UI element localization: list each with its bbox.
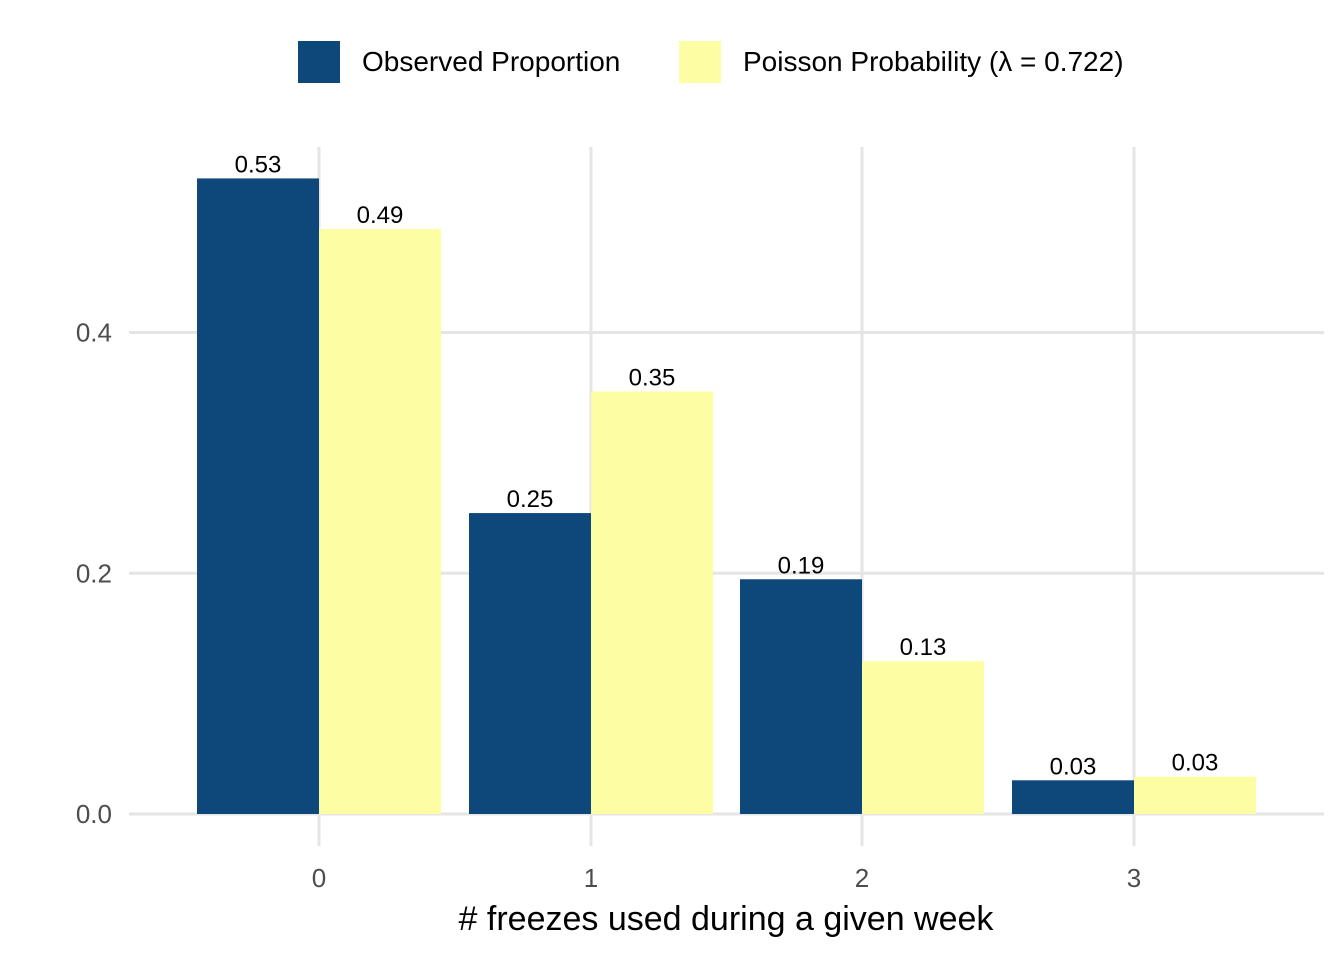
axis-labels: 0.0 0.2 0.4 0 1 2 3 bbox=[76, 318, 1141, 894]
bar-observed-2 bbox=[740, 579, 862, 814]
bar-observed-1 bbox=[469, 513, 591, 814]
legend: Observed Proportion Poisson Probability (… bbox=[298, 41, 1124, 83]
bar-poisson-3 bbox=[1134, 776, 1256, 814]
bar-poisson-2 bbox=[862, 661, 984, 814]
y-tick-label: 0.0 bbox=[76, 799, 112, 829]
data-labels: 0.53 0.25 0.19 0.03 0.49 0.35 0.13 0.03 bbox=[235, 151, 1219, 780]
data-label: 0.53 bbox=[235, 151, 282, 178]
legend-label: Poisson Probability (λ = 0.722) bbox=[743, 46, 1124, 77]
bars bbox=[197, 178, 1256, 815]
legend-label: Observed Proportion bbox=[362, 46, 620, 77]
data-label: 0.49 bbox=[357, 202, 404, 229]
x-tick-label: 2 bbox=[855, 863, 869, 893]
x-tick-label: 3 bbox=[1127, 863, 1141, 893]
legend-swatch bbox=[679, 41, 721, 83]
bar-poisson-0 bbox=[319, 228, 441, 815]
x-tick-label: 1 bbox=[584, 863, 598, 893]
data-label: 0.19 bbox=[778, 552, 825, 579]
data-label: 0.03 bbox=[1050, 753, 1097, 780]
x-axis-title: # freezes used during a given week bbox=[459, 900, 995, 938]
data-label: 0.03 bbox=[1172, 750, 1219, 777]
data-label: 0.13 bbox=[900, 634, 947, 661]
bar-poisson-1 bbox=[591, 391, 713, 814]
data-label: 0.25 bbox=[507, 486, 554, 513]
data-label: 0.35 bbox=[629, 364, 676, 391]
bar-observed-0 bbox=[197, 178, 319, 815]
y-tick-label: 0.2 bbox=[76, 558, 112, 588]
legend-swatch bbox=[298, 41, 340, 83]
x-tick-label: 0 bbox=[312, 863, 326, 893]
bar-observed-3 bbox=[1012, 780, 1134, 814]
y-tick-label: 0.4 bbox=[76, 318, 112, 348]
